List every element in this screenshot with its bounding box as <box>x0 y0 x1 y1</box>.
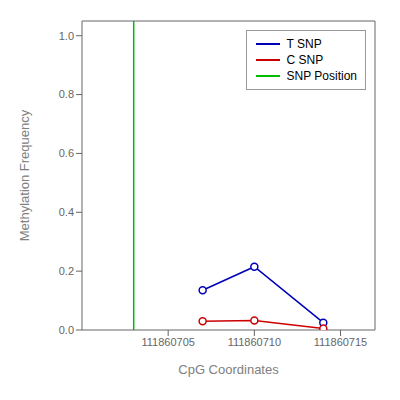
svg-text:1.0: 1.0 <box>59 30 74 42</box>
html-text:T SNP: T SNP <box>286 37 322 51</box>
html-text:SNP Position: SNP Position <box>286 69 357 83</box>
svg-text:Methylation Frequency: Methylation Frequency <box>17 109 32 241</box>
svg-text:111860705: 111860705 <box>141 336 194 348</box>
svg-text:0.6: 0.6 <box>59 147 74 159</box>
svg-text:CpG Coordinates: CpG Coordinates <box>178 362 279 377</box>
svg-text:0.0: 0.0 <box>59 324 74 336</box>
svg-text:0.2: 0.2 <box>59 265 74 277</box>
svg-text:111860715: 111860715 <box>314 336 367 348</box>
svg-text:0.8: 0.8 <box>59 88 74 100</box>
svg-text:0.4: 0.4 <box>59 206 74 218</box>
svg-text:111860710: 111860710 <box>228 336 281 348</box>
html-text:C SNP: C SNP <box>286 53 324 67</box>
